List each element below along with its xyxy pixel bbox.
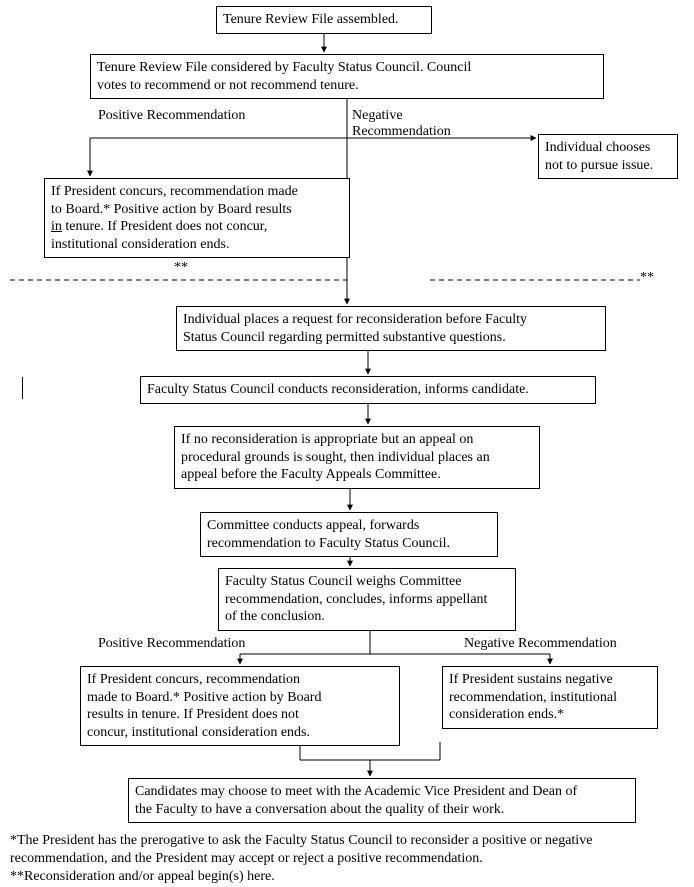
- text-line: Tenure Review File considered by Faculty…: [97, 60, 471, 75]
- text: Tenure Review File assembled.: [223, 12, 399, 27]
- node-president-concurs-2: If President concurs, recommendation mad…: [80, 666, 400, 746]
- text-line: **Reconsideration and/or appeal begin(s)…: [10, 869, 275, 884]
- text-line: Candidates may choose to meet with the A…: [135, 784, 577, 799]
- text-line: consideration ends.*: [449, 707, 564, 722]
- node-council-considers: Tenure Review File considered by Faculty…: [90, 54, 604, 99]
- node-committee-appeal: Committee conducts appeal, forwards reco…: [200, 512, 498, 557]
- label-negative-recommendation-1b: Recommendation: [352, 124, 451, 141]
- text-line: Status Council regarding permitted subst…: [183, 330, 506, 345]
- node-not-pursue: Individual chooses not to pursue issue.: [538, 134, 678, 179]
- label-stars-right: **: [640, 270, 654, 287]
- text-line: *The President has the prerogative to as…: [10, 833, 592, 848]
- node-council-weighs: Faculty Status Council weighs Committee …: [218, 568, 516, 631]
- text-line: recommendation to Faculty Status Council…: [207, 536, 450, 551]
- text-line: Individual places a request for reconsid…: [183, 312, 527, 327]
- node-appeal-placed: If no reconsideration is appropriate but…: [174, 426, 540, 489]
- text-line: of the conclusion.: [225, 609, 325, 624]
- label-positive-recommendation-2: Positive Recommendation: [98, 636, 245, 653]
- node-president-concurs-1: If President concurs, recommendation mad…: [44, 178, 350, 258]
- node-reconsideration-request: Individual places a request for reconsid…: [176, 306, 606, 351]
- node-meet-avp: Candidates may choose to meet with the A…: [128, 778, 636, 823]
- text-underline: in: [51, 219, 62, 234]
- text-line: If President concurs, recommendation: [87, 672, 300, 687]
- text-line: Committee conducts appeal, forwards: [207, 518, 419, 533]
- text-line: appeal before the Faculty Appeals Commit…: [181, 467, 441, 482]
- text-line: not to pursue issue.: [545, 158, 653, 173]
- text-line: If President sustains negative: [449, 672, 613, 687]
- text-line: results in tenure. If President does not: [87, 707, 299, 722]
- text-line: If no reconsideration is appropriate but…: [181, 432, 473, 447]
- text-line: recommendation, and the President may ac…: [10, 851, 483, 866]
- label-negative-recommendation-1a: Negative: [352, 108, 403, 125]
- text-line: tenure. If President does not concur,: [62, 219, 268, 234]
- label-negative-recommendation-2: Negative Recommendation: [464, 636, 617, 653]
- text: Faculty Status Council conducts reconsid…: [147, 382, 529, 397]
- text-line: votes to recommend or not recommend tenu…: [97, 78, 359, 93]
- text-line: If President concurs, recommendation mad…: [51, 184, 298, 199]
- text-line: Faculty Status Council weighs Committee: [225, 574, 461, 589]
- node-reconsideration-conducted: Faculty Status Council conducts reconsid…: [140, 376, 596, 404]
- text-line: the Faculty to have a conversation about…: [135, 802, 504, 817]
- label-stars-left: **: [174, 260, 188, 277]
- text-line: recommendation, institutional: [449, 690, 617, 705]
- text-line: procedural grounds is sought, then indiv…: [181, 450, 490, 465]
- footnote-president: *The President has the prerogative to as…: [10, 832, 684, 887]
- text-line: recommendation, concludes, informs appel…: [225, 592, 487, 607]
- label-positive-recommendation-1: Positive Recommendation: [98, 108, 245, 125]
- text-line: made to Board.* Positive action by Board: [87, 690, 321, 705]
- text-line: to Board.* Positive action by Board resu…: [51, 202, 292, 217]
- text-line: institutional consideration ends.: [51, 237, 229, 252]
- node-president-sustains-negative: If President sustains negative recommend…: [442, 666, 658, 729]
- text-cursor: [22, 377, 23, 399]
- text-line: Individual chooses: [545, 140, 650, 155]
- text-line: concur, institutional consideration ends…: [87, 725, 310, 740]
- node-file-assembled: Tenure Review File assembled.: [216, 6, 432, 34]
